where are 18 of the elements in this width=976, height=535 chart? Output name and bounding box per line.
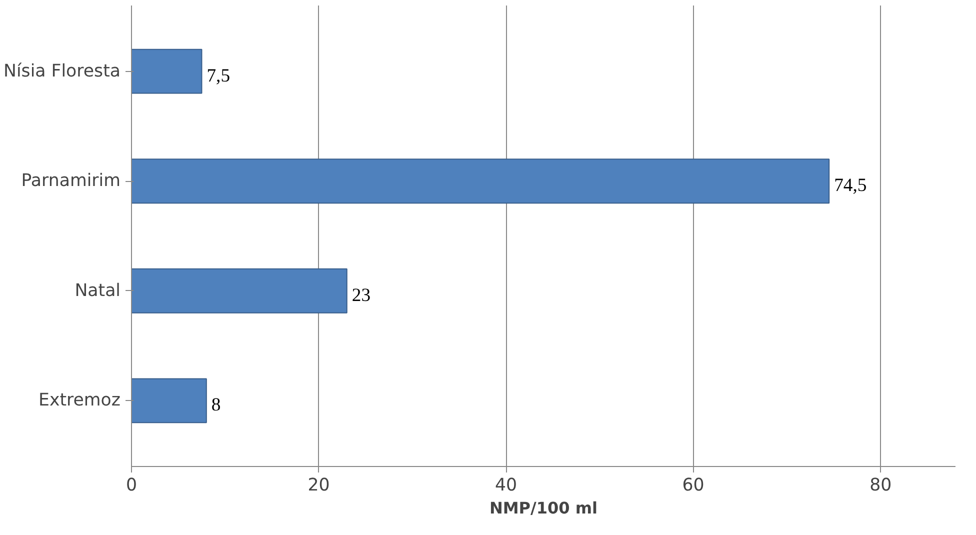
x-tick-label: 0 (126, 476, 138, 496)
bar (132, 158, 830, 204)
x-tick-label: 80 (870, 476, 892, 496)
x-tick-label: 40 (495, 476, 518, 496)
y-tick-label: Natal (74, 280, 121, 301)
y-tick-label: Nísia Floresta (4, 61, 121, 82)
y-tick-label: Parnamirim (21, 171, 121, 192)
bar (132, 378, 207, 424)
data-label: 8 (211, 394, 221, 416)
data-label: 74,5 (834, 175, 867, 196)
bar (132, 48, 202, 94)
x-axis-title: NMP/100 ml (489, 498, 598, 518)
data-label: 23 (352, 284, 371, 306)
x-tick-label: 20 (308, 476, 330, 496)
x-tick-label: 60 (682, 476, 704, 496)
bar (132, 268, 348, 314)
y-tick-label: Extremoz (38, 390, 121, 411)
data-label: 7,5 (206, 65, 230, 86)
